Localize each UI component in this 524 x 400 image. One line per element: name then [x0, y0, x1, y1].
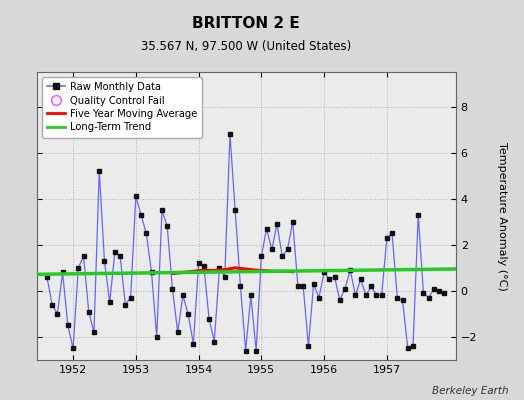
Y-axis label: Temperature Anomaly (°C): Temperature Anomaly (°C) [497, 142, 507, 290]
Text: 35.567 N, 97.500 W (United States): 35.567 N, 97.500 W (United States) [141, 40, 352, 53]
Legend: Raw Monthly Data, Quality Control Fail, Five Year Moving Average, Long-Term Tren: Raw Monthly Data, Quality Control Fail, … [42, 77, 202, 138]
Text: BRITTON 2 E: BRITTON 2 E [192, 16, 300, 31]
Text: Berkeley Earth: Berkeley Earth [432, 386, 508, 396]
